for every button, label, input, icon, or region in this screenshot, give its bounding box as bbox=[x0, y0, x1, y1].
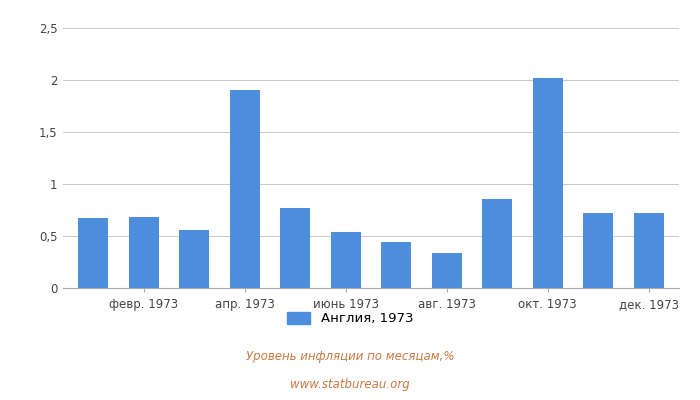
Bar bbox=[583, 213, 613, 288]
Bar bbox=[230, 90, 260, 288]
Bar bbox=[432, 253, 462, 288]
Bar bbox=[179, 230, 209, 288]
Bar bbox=[78, 218, 108, 288]
Bar bbox=[381, 242, 412, 288]
Bar bbox=[533, 78, 563, 288]
Text: Уровень инфляции по месяцам,%: Уровень инфляции по месяцам,% bbox=[246, 350, 454, 363]
Bar bbox=[129, 217, 159, 288]
Bar bbox=[482, 198, 512, 288]
Bar bbox=[330, 232, 361, 288]
Bar bbox=[280, 208, 310, 288]
Legend: Англия, 1973: Англия, 1973 bbox=[281, 306, 419, 330]
Bar bbox=[634, 213, 664, 288]
Text: www.statbureau.org: www.statbureau.org bbox=[290, 378, 410, 391]
